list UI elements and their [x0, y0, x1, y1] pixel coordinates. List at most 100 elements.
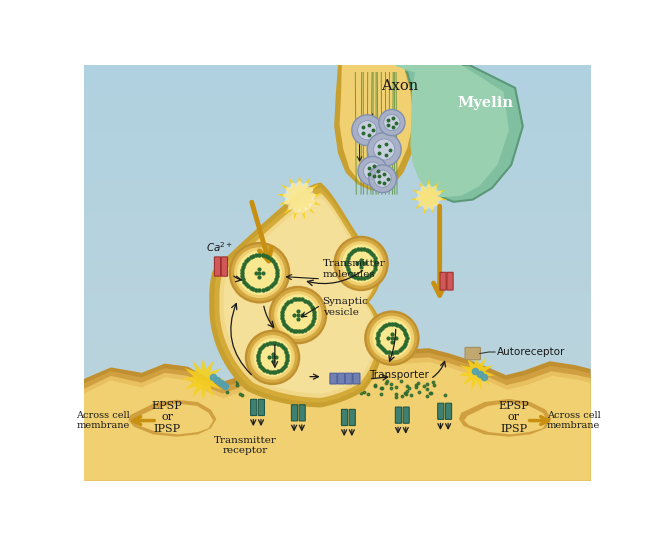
Bar [84, 215, 591, 217]
Bar [84, 401, 591, 402]
Bar [84, 100, 591, 101]
Bar [84, 72, 591, 73]
Bar [84, 199, 591, 200]
Bar [84, 97, 591, 98]
Bar [84, 193, 591, 194]
Bar [84, 153, 591, 154]
Text: Transmitter
molecules: Transmitter molecules [322, 259, 386, 279]
Bar [84, 384, 591, 385]
Bar [84, 308, 591, 309]
Bar [84, 269, 591, 271]
Bar [84, 400, 591, 401]
Bar [84, 132, 591, 133]
FancyBboxPatch shape [445, 403, 451, 420]
Bar [84, 81, 591, 82]
Bar [84, 164, 591, 165]
Bar [84, 221, 591, 222]
Circle shape [370, 316, 415, 361]
Bar [84, 436, 591, 437]
Bar [84, 186, 591, 187]
Bar [84, 122, 591, 123]
Bar [84, 89, 591, 90]
Bar [84, 88, 591, 89]
FancyBboxPatch shape [465, 347, 480, 360]
Bar [84, 438, 591, 439]
Bar [84, 252, 591, 253]
Bar [84, 286, 591, 287]
Polygon shape [209, 183, 383, 407]
Bar [84, 191, 591, 192]
Bar [84, 341, 591, 342]
Bar [84, 214, 591, 215]
Bar [84, 195, 591, 197]
Bar [84, 332, 591, 333]
Bar [84, 151, 591, 152]
Bar [84, 113, 591, 114]
Circle shape [253, 338, 291, 377]
FancyBboxPatch shape [353, 373, 360, 384]
Bar [84, 443, 591, 444]
Bar [84, 433, 591, 434]
Bar [84, 179, 591, 180]
Bar [84, 228, 591, 229]
Bar [84, 306, 591, 307]
Bar [84, 452, 591, 453]
Bar [84, 473, 591, 474]
Bar [84, 396, 591, 397]
Bar [84, 388, 591, 389]
Bar [84, 176, 591, 177]
Bar [84, 158, 591, 159]
Bar [84, 478, 591, 479]
Bar [84, 75, 591, 76]
Bar [84, 325, 591, 326]
Bar [84, 65, 591, 66]
Bar [84, 372, 591, 373]
Polygon shape [415, 184, 443, 211]
Bar [84, 235, 591, 236]
Polygon shape [384, 65, 523, 202]
Polygon shape [411, 179, 447, 215]
Bar [84, 349, 591, 350]
Polygon shape [182, 357, 225, 401]
Bar [84, 190, 591, 191]
Bar [84, 248, 591, 249]
Circle shape [384, 114, 400, 131]
Bar [84, 161, 591, 162]
Bar [84, 322, 591, 323]
Bar [84, 257, 591, 258]
Circle shape [245, 330, 300, 385]
Bar [84, 167, 591, 168]
Bar [84, 194, 591, 195]
Bar [84, 462, 591, 463]
Bar [84, 287, 591, 288]
Bar [84, 71, 591, 72]
Bar [84, 68, 591, 69]
Text: Autoreceptor: Autoreceptor [497, 347, 565, 357]
Polygon shape [133, 403, 213, 434]
Bar [84, 343, 591, 345]
Bar [84, 74, 591, 75]
Circle shape [374, 170, 392, 187]
Bar [84, 323, 591, 325]
Bar [84, 399, 591, 400]
FancyBboxPatch shape [403, 407, 409, 423]
Bar [84, 288, 591, 289]
Bar [84, 260, 591, 261]
Bar [84, 110, 591, 111]
Bar [84, 431, 591, 432]
Circle shape [367, 132, 401, 166]
Bar [84, 69, 591, 70]
Bar [84, 413, 591, 414]
Bar [84, 429, 591, 430]
Bar [84, 450, 591, 451]
Bar [84, 173, 591, 174]
Bar [84, 120, 591, 121]
Bar [84, 180, 591, 181]
Bar [84, 226, 591, 227]
Bar [84, 192, 591, 193]
Text: Synaptic
vesicle: Synaptic vesicle [322, 298, 368, 317]
Bar [84, 367, 591, 368]
Bar [84, 366, 591, 367]
Bar [84, 303, 591, 304]
Bar [84, 134, 591, 135]
